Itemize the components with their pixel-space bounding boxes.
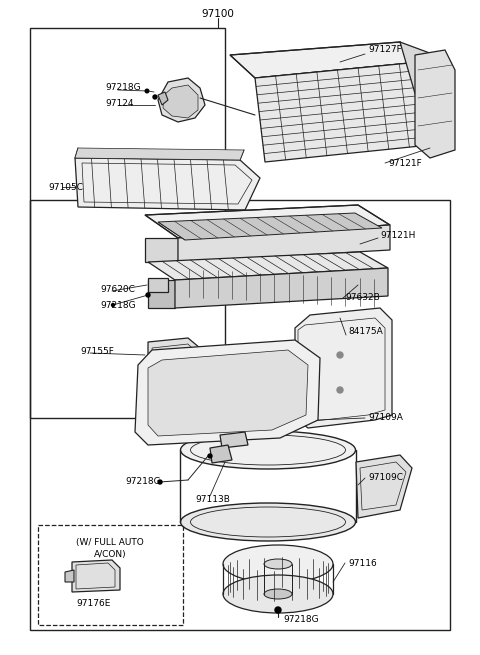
Polygon shape [400,42,445,145]
Ellipse shape [180,431,356,469]
Polygon shape [163,85,198,118]
Text: 97113B: 97113B [195,495,230,504]
Polygon shape [158,78,205,122]
Polygon shape [158,213,382,240]
Text: 97218G: 97218G [105,83,141,92]
Text: 97218G: 97218G [125,477,161,487]
Polygon shape [145,238,178,262]
Circle shape [158,480,162,484]
Text: 97218G: 97218G [100,301,136,310]
Text: 97124: 97124 [105,98,133,107]
Text: 97121F: 97121F [388,159,422,168]
Text: 97632B: 97632B [345,293,380,303]
Bar [30,200,450,630]
Polygon shape [148,350,308,436]
Ellipse shape [223,575,333,613]
Text: 97109C: 97109C [368,474,403,483]
Text: 97620C: 97620C [100,286,135,295]
Polygon shape [148,252,388,280]
Polygon shape [72,560,120,592]
Bar [38,525,183,625]
Polygon shape [295,308,392,428]
Text: 97100: 97100 [202,9,234,19]
Polygon shape [75,158,260,210]
Text: 97105C: 97105C [48,183,83,191]
Polygon shape [75,148,244,160]
Ellipse shape [264,589,292,599]
Polygon shape [148,338,200,374]
Polygon shape [220,432,248,448]
Polygon shape [356,455,412,518]
Circle shape [208,454,212,458]
Text: 97121H: 97121H [380,231,415,240]
Text: 97155F: 97155F [80,348,114,356]
Polygon shape [230,42,420,78]
Ellipse shape [165,375,295,425]
Text: (W/ FULL AUTO: (W/ FULL AUTO [76,538,144,546]
Circle shape [145,89,149,93]
Text: A/CON): A/CON) [94,550,126,559]
Bar [30,28,225,418]
Circle shape [153,95,157,99]
Polygon shape [148,280,175,308]
Polygon shape [158,92,168,105]
Circle shape [146,293,150,297]
Text: 97127F: 97127F [368,45,402,54]
Polygon shape [135,340,320,445]
Ellipse shape [223,545,333,583]
Circle shape [275,607,281,613]
Text: 97176E: 97176E [77,599,111,607]
Text: 84175A: 84175A [348,328,383,337]
Polygon shape [145,205,390,238]
Polygon shape [175,268,388,308]
Text: 97109A: 97109A [368,413,403,422]
Circle shape [337,387,343,393]
Polygon shape [148,278,168,292]
Text: 97218G: 97218G [283,616,319,624]
Ellipse shape [180,503,356,541]
Circle shape [111,303,115,307]
Ellipse shape [264,559,292,569]
Polygon shape [65,570,74,582]
Text: 97116: 97116 [348,559,377,567]
Polygon shape [178,225,390,262]
Polygon shape [255,62,430,162]
Polygon shape [415,50,455,158]
Circle shape [337,352,343,358]
Polygon shape [210,445,232,463]
